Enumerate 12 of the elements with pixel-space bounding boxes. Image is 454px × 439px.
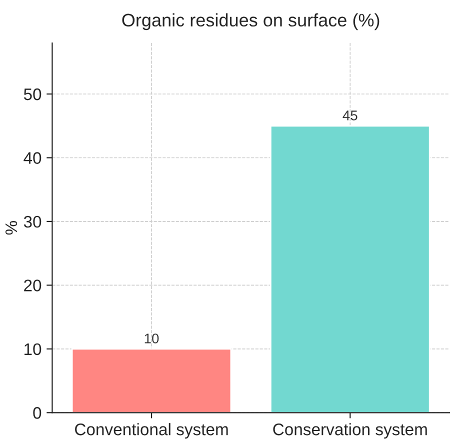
y-tick-label: 50 [24,88,42,100]
chart-title: Organic residues on surface (%) [122,13,380,30]
x-tick-label: Conventional system [75,423,228,439]
y-axis-title: % [5,221,18,235]
y-tick-label: 0 [33,407,42,419]
data-label: 45 [342,110,358,120]
y-tick-label: 40 [24,152,42,164]
data-label: 10 [144,334,159,344]
y-tick-label: 30 [24,216,42,228]
x-tick-label: Conservation system [273,423,427,439]
y-tick-label: 10 [24,343,42,356]
y-tick-label: 20 [24,280,42,292]
